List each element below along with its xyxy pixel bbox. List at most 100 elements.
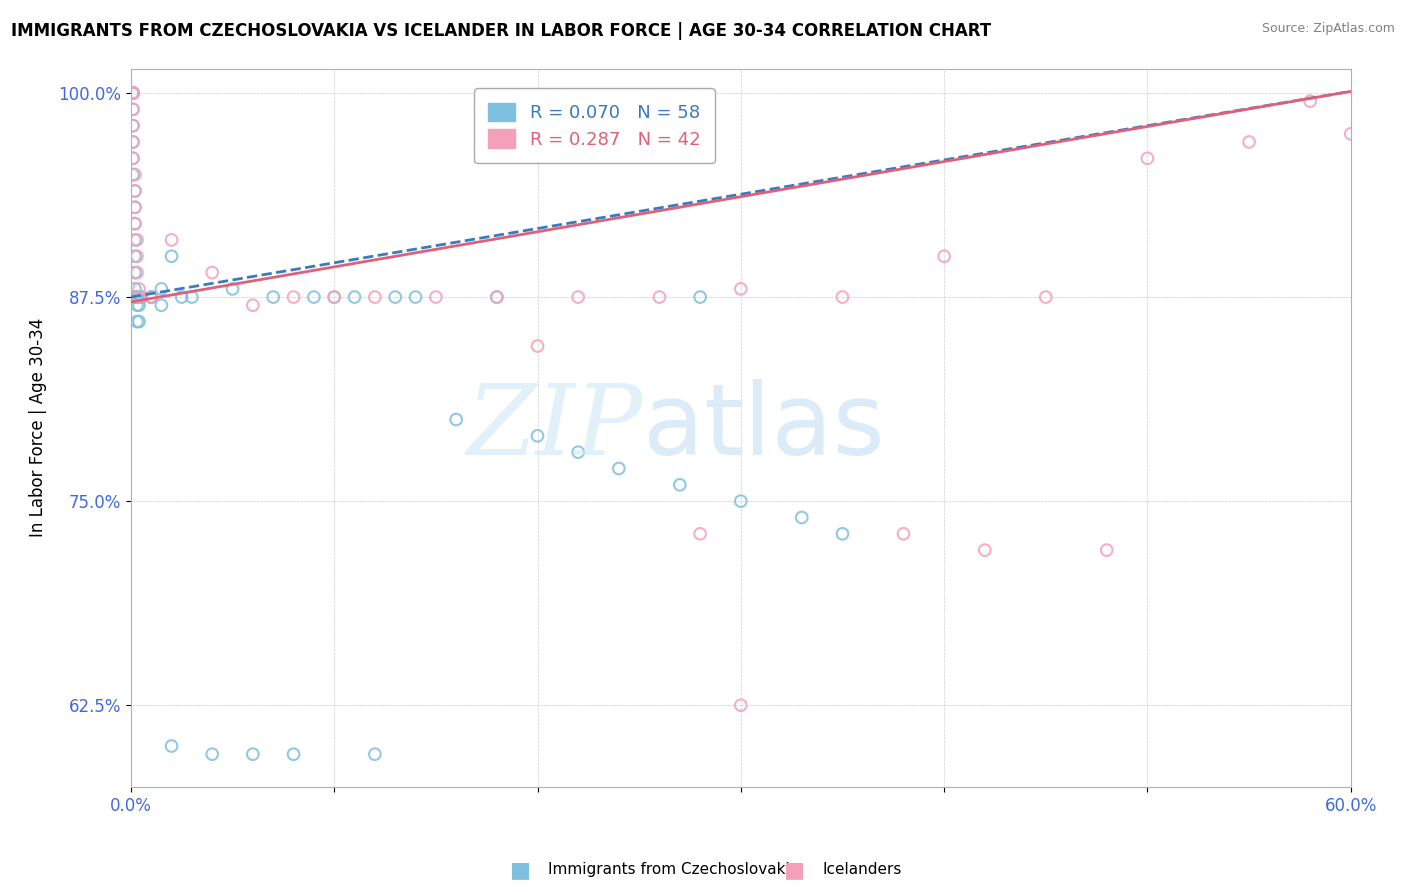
Point	[125, 290, 148, 304]
Point	[128, 314, 150, 328]
Point	[242, 747, 264, 762]
Point	[122, 86, 145, 100]
Point	[444, 412, 467, 426]
Y-axis label: In Labor Force | Age 30-34: In Labor Force | Age 30-34	[30, 318, 46, 537]
Point	[124, 168, 146, 182]
Point	[125, 233, 148, 247]
Point	[201, 266, 224, 280]
Point	[526, 429, 548, 443]
Point	[122, 103, 145, 117]
Point	[141, 290, 163, 304]
Point	[124, 233, 146, 247]
Point	[831, 526, 853, 541]
Text: Source: ZipAtlas.com: Source: ZipAtlas.com	[1261, 22, 1395, 36]
Text: atlas: atlas	[643, 379, 884, 476]
Point	[125, 249, 148, 263]
Point	[122, 86, 145, 100]
Point	[973, 543, 995, 558]
Point	[669, 478, 692, 492]
Point	[141, 290, 163, 304]
Point	[128, 290, 150, 304]
Point	[125, 266, 148, 280]
Point	[689, 526, 711, 541]
Point	[384, 290, 406, 304]
Point	[128, 298, 150, 312]
Point	[893, 526, 915, 541]
Point	[425, 290, 447, 304]
Point	[122, 86, 145, 100]
Text: Icelanders: Icelanders	[823, 863, 901, 877]
Point	[122, 86, 145, 100]
Point	[323, 290, 346, 304]
Point	[1340, 127, 1362, 141]
Text: Immigrants from Czechoslovakia: Immigrants from Czechoslovakia	[548, 863, 800, 877]
Point	[221, 282, 243, 296]
Text: ZIP: ZIP	[467, 380, 643, 475]
Point	[1237, 135, 1260, 149]
Point	[122, 103, 145, 117]
Point	[160, 739, 183, 753]
Point	[122, 151, 145, 165]
Point	[124, 249, 146, 263]
Point	[128, 290, 150, 304]
Point	[122, 86, 145, 100]
Point	[124, 282, 146, 296]
Text: IMMIGRANTS FROM CZECHOSLOVAKIA VS ICELANDER IN LABOR FORCE | AGE 30-34 CORRELATI: IMMIGRANTS FROM CZECHOSLOVAKIA VS ICELAN…	[11, 22, 991, 40]
Point	[831, 290, 853, 304]
Point	[607, 461, 630, 475]
Point	[141, 290, 163, 304]
Point	[124, 200, 146, 214]
Point	[323, 290, 346, 304]
Legend: R = 0.070   N = 58, R = 0.287   N = 42: R = 0.070 N = 58, R = 0.287 N = 42	[474, 88, 716, 163]
Point	[124, 184, 146, 198]
Point	[124, 290, 146, 304]
Point	[160, 233, 183, 247]
Point	[648, 290, 671, 304]
Point	[124, 184, 146, 198]
Text: ■: ■	[510, 860, 530, 880]
Point	[141, 290, 163, 304]
Point	[160, 249, 183, 263]
Point	[180, 290, 202, 304]
Point	[567, 290, 589, 304]
Point	[128, 282, 150, 296]
Point	[201, 747, 224, 762]
Point	[124, 266, 146, 280]
Point	[485, 290, 508, 304]
Point	[934, 249, 956, 263]
Point	[122, 135, 145, 149]
Text: ■: ■	[785, 860, 804, 880]
Point	[150, 282, 173, 296]
Point	[122, 151, 145, 165]
Point	[343, 290, 366, 304]
Point	[124, 200, 146, 214]
Point	[567, 445, 589, 459]
Point	[262, 290, 284, 304]
Point	[364, 747, 387, 762]
Point	[129, 290, 152, 304]
Point	[125, 298, 148, 312]
Point	[242, 298, 264, 312]
Point	[122, 86, 145, 100]
Point	[122, 86, 145, 100]
Point	[730, 494, 752, 508]
Point	[122, 119, 145, 133]
Point	[124, 217, 146, 231]
Point	[150, 298, 173, 312]
Point	[1299, 94, 1322, 108]
Point	[125, 290, 148, 304]
Point	[125, 290, 148, 304]
Point	[283, 290, 305, 304]
Point	[689, 290, 711, 304]
Point	[1136, 151, 1159, 165]
Point	[730, 282, 752, 296]
Point	[125, 314, 148, 328]
Point	[405, 290, 427, 304]
Point	[129, 290, 152, 304]
Point	[790, 510, 813, 524]
Point	[730, 698, 752, 713]
Point	[1035, 290, 1057, 304]
Point	[283, 747, 305, 762]
Point	[122, 86, 145, 100]
Point	[122, 86, 145, 100]
